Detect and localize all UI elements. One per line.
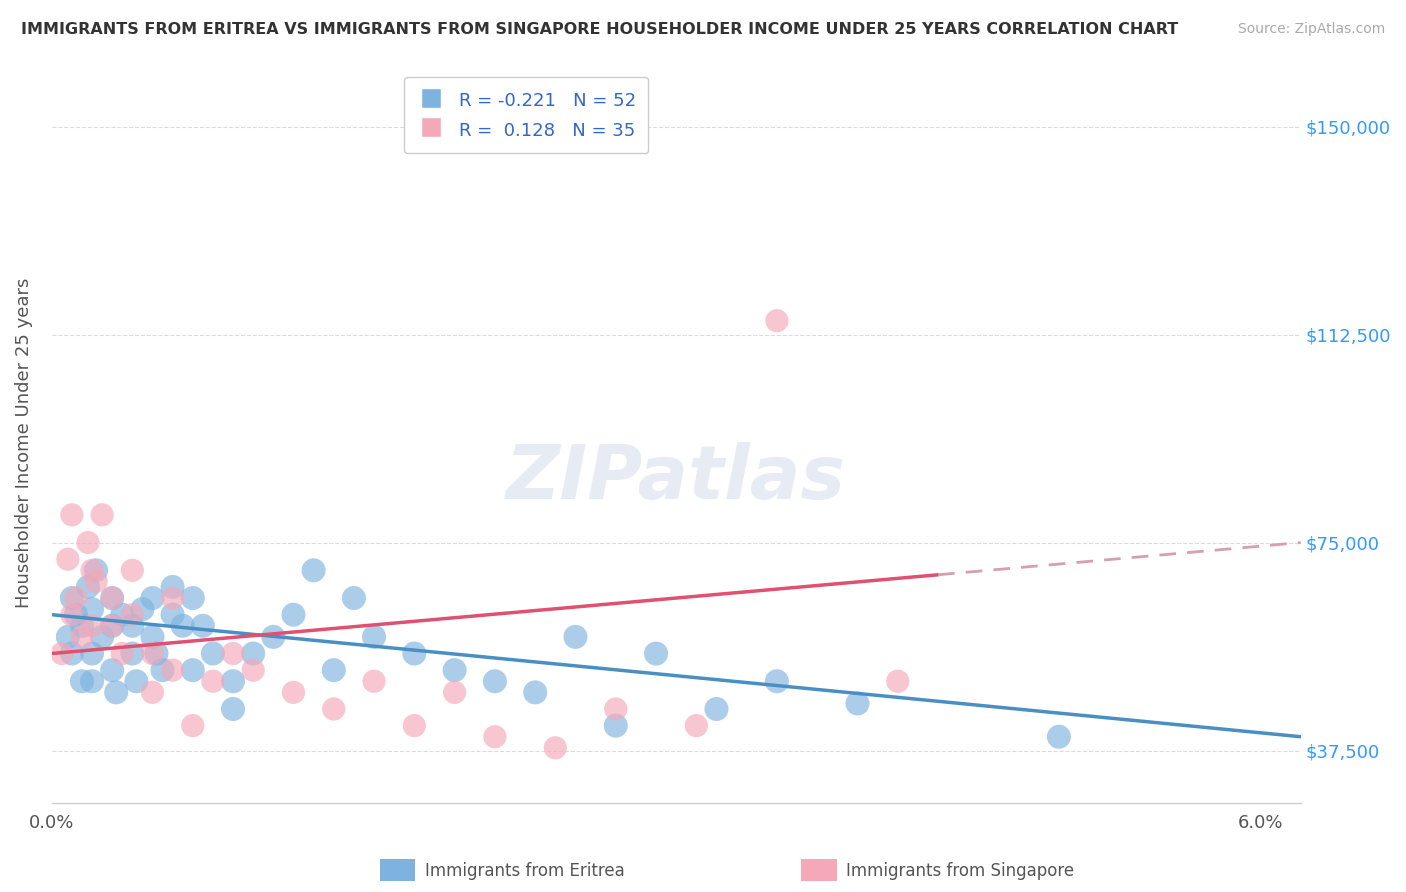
Point bbox=[125, 674, 148, 689]
Point bbox=[191, 619, 214, 633]
Point bbox=[80, 563, 103, 577]
Legend: R = -0.221   N = 52, R =  0.128   N = 35: R = -0.221 N = 52, R = 0.128 N = 35 bbox=[405, 77, 648, 153]
Point bbox=[60, 647, 83, 661]
Point bbox=[443, 685, 465, 699]
Point bbox=[685, 718, 707, 732]
Point bbox=[283, 607, 305, 622]
Point bbox=[101, 663, 124, 677]
Point bbox=[201, 674, 224, 689]
Point bbox=[766, 674, 789, 689]
Text: ZIPatlas: ZIPatlas bbox=[506, 442, 846, 516]
Point bbox=[141, 647, 163, 661]
Point bbox=[56, 552, 79, 566]
Point bbox=[141, 591, 163, 605]
Point bbox=[101, 591, 124, 605]
Text: Immigrants from Eritrea: Immigrants from Eritrea bbox=[425, 862, 624, 880]
Point bbox=[322, 663, 344, 677]
Point bbox=[60, 591, 83, 605]
Point bbox=[77, 535, 100, 549]
Point bbox=[262, 630, 284, 644]
Point bbox=[80, 619, 103, 633]
Point bbox=[222, 702, 245, 716]
Point bbox=[283, 685, 305, 699]
Point bbox=[60, 508, 83, 522]
Point bbox=[564, 630, 586, 644]
Point bbox=[322, 702, 344, 716]
Point bbox=[766, 314, 789, 328]
Point bbox=[91, 508, 114, 522]
Text: Source: ZipAtlas.com: Source: ZipAtlas.com bbox=[1237, 22, 1385, 37]
Point bbox=[887, 674, 910, 689]
Point bbox=[605, 702, 627, 716]
Point bbox=[181, 718, 204, 732]
Point bbox=[145, 647, 167, 661]
Point bbox=[162, 591, 184, 605]
Point bbox=[77, 580, 100, 594]
Point bbox=[80, 602, 103, 616]
Point bbox=[141, 630, 163, 644]
Point bbox=[302, 563, 325, 577]
Point bbox=[84, 574, 107, 589]
Point bbox=[443, 663, 465, 677]
Point bbox=[484, 674, 506, 689]
Point bbox=[1047, 730, 1070, 744]
Text: Immigrants from Singapore: Immigrants from Singapore bbox=[846, 862, 1074, 880]
Point bbox=[121, 563, 143, 577]
Point bbox=[222, 674, 245, 689]
Point bbox=[846, 697, 869, 711]
Point bbox=[404, 718, 426, 732]
Point bbox=[181, 663, 204, 677]
Point bbox=[201, 647, 224, 661]
Point bbox=[121, 607, 143, 622]
Point bbox=[172, 619, 194, 633]
Point bbox=[544, 740, 567, 755]
Point bbox=[101, 619, 124, 633]
Point bbox=[91, 630, 114, 644]
Point bbox=[363, 630, 385, 644]
Point bbox=[222, 647, 245, 661]
Point bbox=[84, 563, 107, 577]
Point bbox=[101, 619, 124, 633]
Point bbox=[524, 685, 547, 699]
Point bbox=[242, 647, 264, 661]
Point bbox=[105, 685, 128, 699]
Point bbox=[706, 702, 728, 716]
Point bbox=[645, 647, 668, 661]
Point bbox=[404, 647, 426, 661]
Point bbox=[162, 663, 184, 677]
Point bbox=[70, 619, 93, 633]
Point bbox=[242, 663, 264, 677]
Point bbox=[111, 607, 134, 622]
Point bbox=[51, 647, 73, 661]
Point bbox=[121, 647, 143, 661]
Point bbox=[70, 630, 93, 644]
Point bbox=[343, 591, 366, 605]
Point bbox=[121, 619, 143, 633]
Point bbox=[141, 685, 163, 699]
Point bbox=[80, 674, 103, 689]
Point bbox=[363, 674, 385, 689]
Point bbox=[65, 591, 87, 605]
Point bbox=[605, 718, 627, 732]
Text: IMMIGRANTS FROM ERITREA VS IMMIGRANTS FROM SINGAPORE HOUSEHOLDER INCOME UNDER 25: IMMIGRANTS FROM ERITREA VS IMMIGRANTS FR… bbox=[21, 22, 1178, 37]
Point bbox=[131, 602, 153, 616]
Point bbox=[181, 591, 204, 605]
Point bbox=[80, 647, 103, 661]
Point bbox=[56, 630, 79, 644]
Point bbox=[484, 730, 506, 744]
Point bbox=[65, 607, 87, 622]
Point bbox=[111, 647, 134, 661]
Point bbox=[101, 591, 124, 605]
Point bbox=[162, 580, 184, 594]
Y-axis label: Householder Income Under 25 years: Householder Income Under 25 years bbox=[15, 277, 32, 608]
Point bbox=[70, 674, 93, 689]
Point bbox=[152, 663, 174, 677]
Point bbox=[60, 607, 83, 622]
Point bbox=[162, 607, 184, 622]
